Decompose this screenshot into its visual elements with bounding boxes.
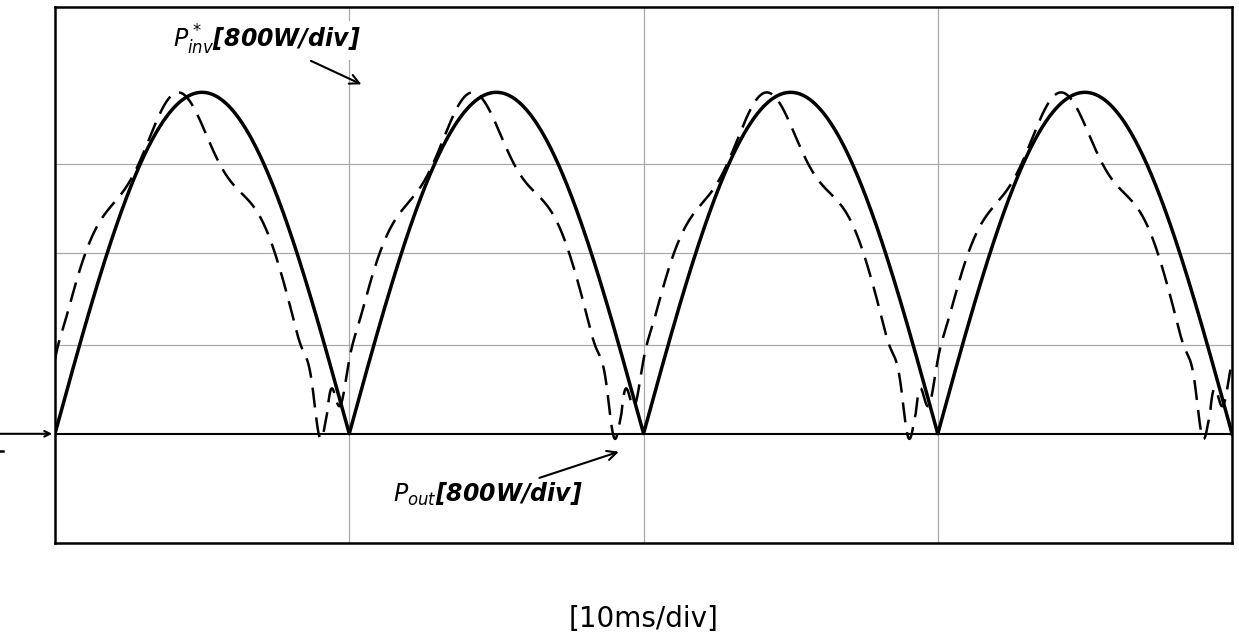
Text: $P^*_{inv}$[800W/div]: $P^*_{inv}$[800W/div] bbox=[172, 23, 361, 84]
Text: [10ms/div]: [10ms/div] bbox=[569, 605, 719, 633]
Text: $P_{out}$[800W/div]: $P_{out}$[800W/div] bbox=[393, 451, 617, 508]
